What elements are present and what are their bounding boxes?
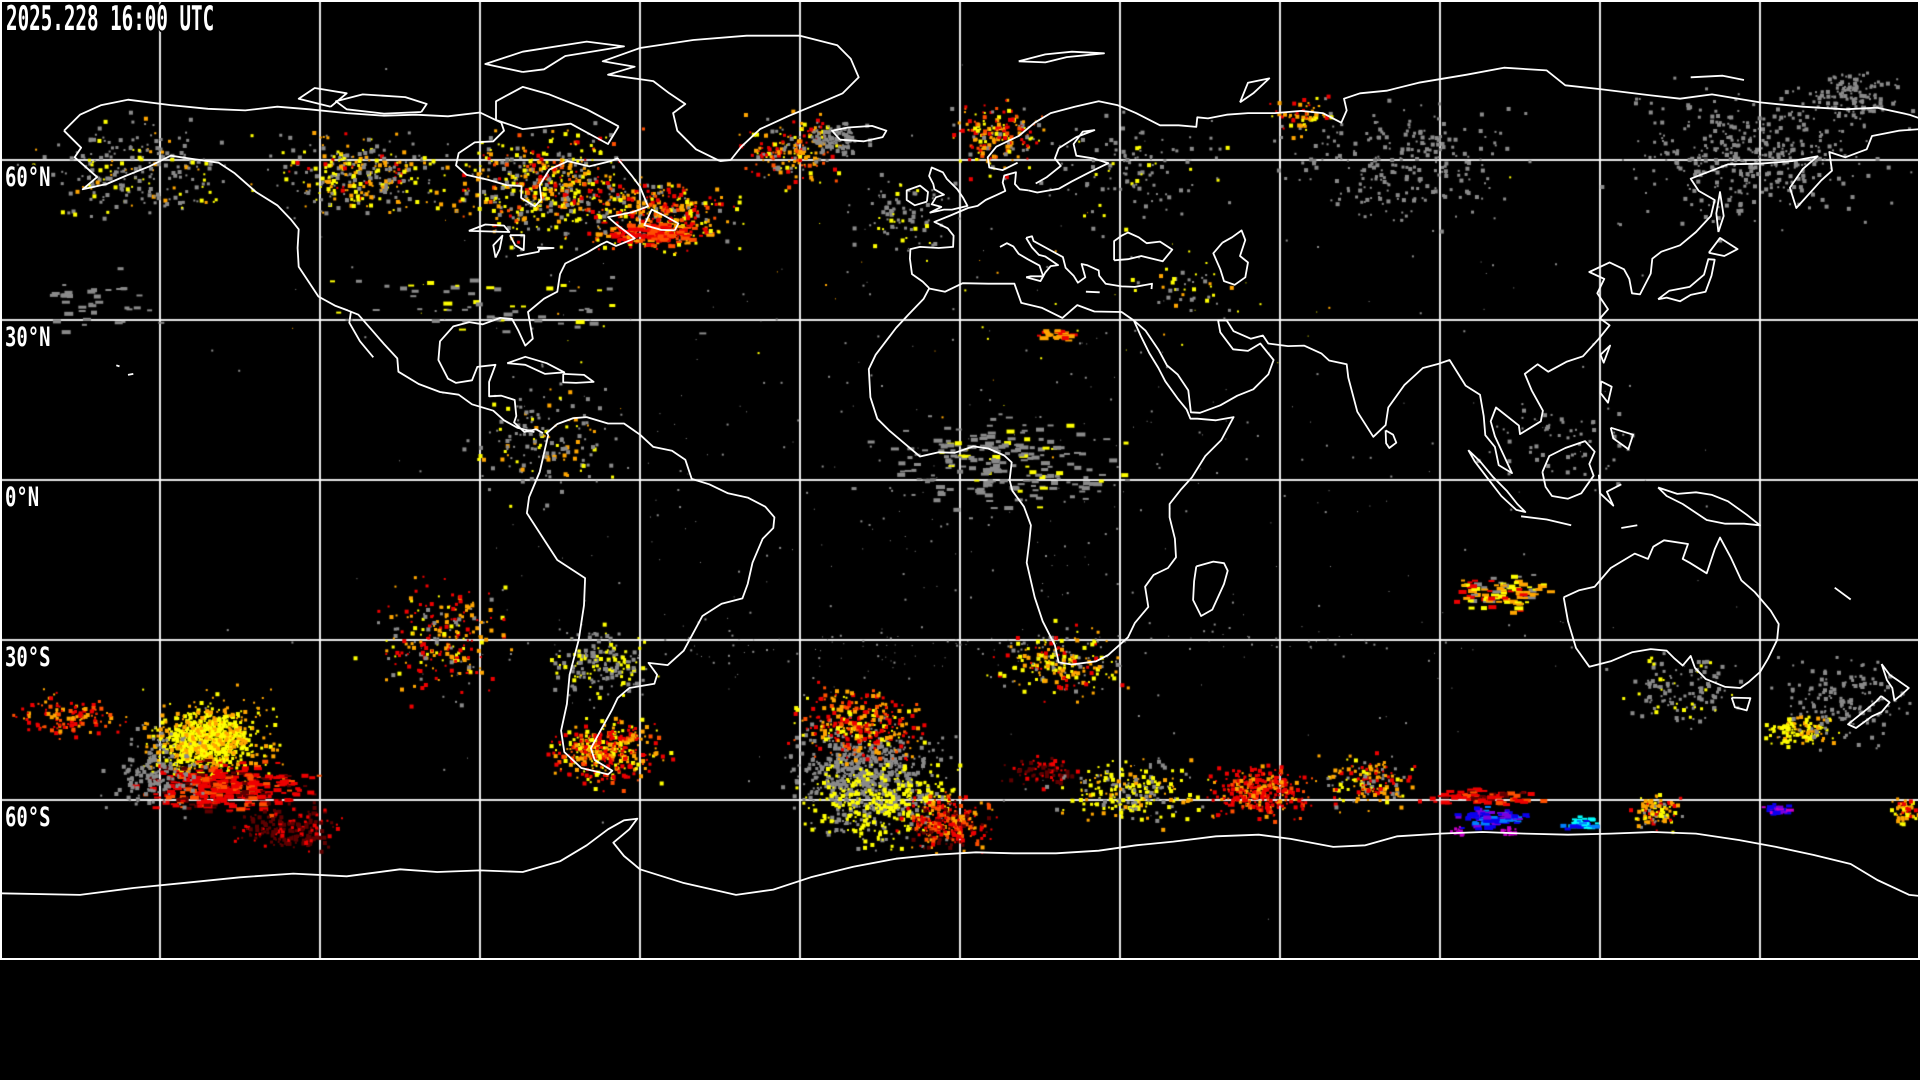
coastline [1690, 74, 1745, 81]
coastline [1730, 696, 1752, 712]
coastline [1025, 235, 1153, 290]
coastline [1113, 231, 1174, 263]
latitude-label: 30°N [5, 322, 51, 353]
coastline [297, 87, 348, 108]
coastline [1212, 229, 1249, 286]
coastline [909, 171, 1029, 289]
coastline [495, 86, 620, 145]
coastline [484, 40, 625, 73]
coastline [643, 208, 680, 232]
coastline [335, 93, 428, 115]
coastline [562, 373, 595, 384]
coastline [516, 246, 555, 257]
coastline [1133, 128, 1920, 475]
latitude-label: 60°N [5, 162, 51, 193]
coastline [1834, 586, 1852, 601]
coastline [526, 416, 776, 776]
coastline [1384, 429, 1398, 449]
coastline [867, 282, 1235, 666]
coastline [0, 817, 1920, 897]
coastline [1609, 426, 1634, 451]
legend: SLW Large Drop Index 13.5-1616-1919-2222… [0, 960, 1920, 1080]
coastline [348, 311, 374, 358]
coastline [1847, 695, 1891, 729]
coastline [1708, 236, 1739, 257]
coastline [1621, 524, 1638, 529]
timestamp: 2025.228 16:00 UTC [6, 0, 215, 39]
coastline [1715, 191, 1725, 233]
coastline [1657, 486, 1761, 527]
coastline [468, 223, 511, 233]
coastline [1239, 77, 1271, 104]
coastline [1028, 129, 1110, 194]
coastline [1599, 380, 1613, 404]
coastline [1018, 50, 1105, 64]
coastline [1520, 515, 1572, 527]
coastline [63, 130, 535, 433]
latitude-label: 0°N [5, 482, 40, 513]
coastline [999, 237, 1059, 278]
coastline [986, 66, 1920, 172]
coastline [928, 166, 969, 214]
latitude-label: 30°S [5, 642, 51, 673]
coastline [1541, 440, 1596, 500]
coastline [63, 98, 649, 434]
coastline [1598, 474, 1622, 507]
latitude-label: 60°S [5, 802, 51, 833]
world-map: 2025.228 16:00 UTC 60°N 30°N 0°N 30°S 60°S [0, 0, 1920, 960]
coastline [509, 234, 526, 252]
coastline [905, 184, 929, 207]
coastline [506, 355, 566, 375]
coastline [116, 364, 120, 368]
coastline [1599, 344, 1611, 364]
coastline [1562, 536, 1780, 689]
coastline [1467, 449, 1527, 513]
coastlines-svg [0, 34, 1920, 897]
coastline [1192, 560, 1229, 617]
coastline [492, 234, 504, 258]
coastline [1085, 290, 1100, 294]
coastline [1025, 275, 1045, 283]
coastline [601, 34, 860, 162]
coastline [1657, 258, 1716, 303]
coastline [1880, 663, 1910, 702]
coastline [831, 125, 888, 143]
coastline [127, 373, 134, 376]
